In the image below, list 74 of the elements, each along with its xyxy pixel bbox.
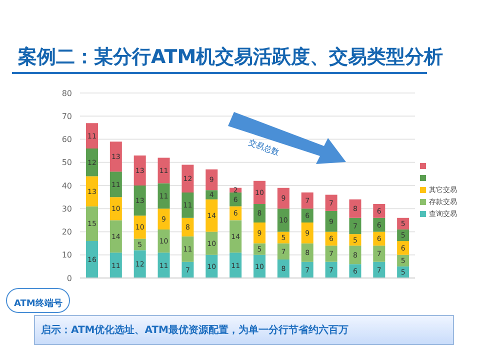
- text: 启示：ATM优化选址、ATM最优资源配置，为单一分行节省约六百万: [41, 323, 348, 337]
- bar: [254, 180, 266, 204]
- bar: [86, 148, 98, 176]
- bar: [254, 204, 266, 222]
- bar: [134, 216, 146, 239]
- y-tick-label: 20: [62, 228, 72, 237]
- bar: [86, 206, 98, 241]
- bar: [158, 229, 170, 253]
- bar: [110, 172, 122, 198]
- bar: [182, 236, 194, 262]
- y-tick-label: 70: [62, 112, 72, 121]
- bar: [325, 194, 338, 211]
- bar: [134, 186, 146, 216]
- bar: [397, 229, 410, 241]
- bar: [86, 176, 98, 206]
- bar: [110, 220, 122, 253]
- bar: [230, 252, 242, 278]
- callout-outline: ATM终端号: [6, 288, 70, 313]
- y-tick-label: 30: [62, 204, 72, 214]
- bar: [325, 262, 338, 278]
- bar: [110, 142, 122, 172]
- bar: [134, 250, 146, 278]
- bar: [134, 238, 146, 250]
- bar: [349, 199, 362, 218]
- bar: [349, 234, 362, 246]
- bar: [110, 197, 122, 220]
- bar: [182, 164, 194, 192]
- bar: [158, 158, 170, 184]
- bar: [277, 208, 290, 232]
- bar: [206, 199, 218, 232]
- bar: [301, 222, 314, 244]
- bar: [254, 243, 266, 255]
- chart-title: 案例二：某分行ATM机交易活跃度、交易类型分析: [18, 45, 444, 70]
- bar: [158, 252, 170, 278]
- bar: [182, 262, 194, 278]
- bar: [325, 210, 338, 232]
- bar: [397, 241, 410, 255]
- bar: [325, 246, 338, 262]
- bar: [206, 169, 218, 190]
- bar: [397, 254, 410, 266]
- bar: [86, 123, 98, 148]
- y-tick-label: 80: [62, 88, 72, 98]
- y-tick-label: 0: [66, 274, 72, 283]
- bar: [277, 232, 290, 244]
- bar: [230, 192, 242, 206]
- bar: [134, 155, 146, 186]
- bar: [277, 243, 290, 260]
- bar: [158, 183, 170, 209]
- y-tick-label: 40: [62, 181, 72, 190]
- bar: [206, 232, 218, 255]
- bar: [277, 188, 290, 209]
- bar: [373, 218, 386, 232]
- bar: [182, 218, 194, 236]
- bar: [373, 262, 386, 278]
- bar: [397, 218, 410, 230]
- bar: [301, 243, 314, 262]
- bar: [373, 204, 386, 218]
- bar: [301, 262, 314, 278]
- y-tick-label: 50: [62, 158, 72, 168]
- y-tick-label: 60: [62, 135, 72, 144]
- bar: [254, 222, 266, 244]
- bar: [182, 192, 194, 218]
- y-tick-label: 10: [62, 250, 72, 260]
- bar: [206, 190, 218, 200]
- bar: [301, 208, 314, 222]
- bar: [110, 252, 122, 278]
- bar: [86, 241, 98, 278]
- bar: [349, 246, 362, 264]
- bar: [230, 220, 242, 253]
- bar: [373, 246, 386, 262]
- annotation: 交易总数: [247, 136, 281, 158]
- bar: [158, 208, 170, 230]
- bar: [301, 192, 314, 209]
- bar: [349, 218, 362, 234]
